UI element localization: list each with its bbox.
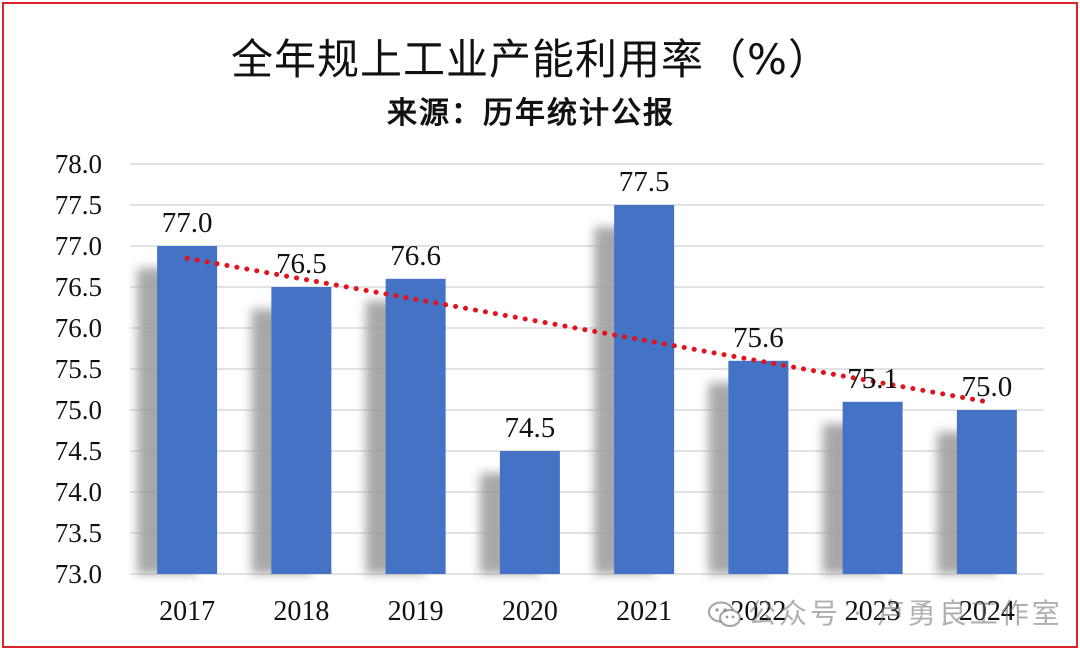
trendline [184,255,990,405]
data-label: 77.5 [619,166,670,198]
data-label: 76.5 [276,248,327,280]
x-tick-label: 2023 [845,596,901,627]
x-tick-label: 2017 [159,596,215,627]
data-labels: 77.0 76.5 76.6 74.5 77.5 75.6 75.1 75.0 [162,166,1013,444]
bar-2017 [157,246,218,574]
x-tick-label: 2019 [388,596,444,627]
y-tick-label: 73.5 [55,518,102,548]
y-tick-label: 77.5 [55,190,102,220]
bar-2021 [614,205,675,574]
chart-subtitle: 来源：历年统计公报 [387,96,675,131]
y-tick-label: 74.0 [55,477,102,507]
bar-2024 [956,410,1017,574]
y-tick-label: 76.0 [55,313,102,343]
x-axis-ticks: 2017 2018 2019 2020 2021 2022 2023 2024 [159,596,1015,627]
trendline-line [184,255,990,405]
bar-2020 [499,451,560,574]
x-tick-label: 2018 [273,596,329,627]
bars [157,205,1017,574]
y-tick-label: 73.0 [55,559,102,589]
bar-2018 [271,287,332,574]
chart-title: 全年规上工业产能利用率（%） [231,35,831,84]
x-tick-label: 2022 [730,596,786,627]
x-tick-label: 2024 [959,596,1015,627]
bar-2022 [728,360,789,574]
data-label: 75.0 [962,371,1013,403]
bar-2019 [385,278,446,574]
y-tick-label: 77.0 [55,231,102,261]
data-label: 75.6 [733,322,784,354]
y-tick-label: 76.5 [55,272,102,302]
x-tick-label: 2021 [616,596,672,627]
data-label: 77.0 [162,207,213,239]
data-label: 75.1 [847,363,898,395]
y-tick-label: 75.0 [55,395,102,425]
x-tick-label: 2020 [502,596,558,627]
y-tick-label: 78.0 [55,149,102,179]
y-axis-ticks: 73.0 73.5 74.0 74.5 75.0 75.5 76.0 76.5 77.0 77.5… [55,149,102,589]
data-label: 74.5 [505,412,556,444]
y-tick-label: 74.5 [55,436,102,466]
bar-2023 [842,401,903,574]
data-label: 76.6 [390,240,441,272]
y-tick-label: 75.5 [55,354,102,384]
bar-chart: 77.076.5 76.674.577.575.675.1 75.0 73.073.… [55,149,1044,627]
